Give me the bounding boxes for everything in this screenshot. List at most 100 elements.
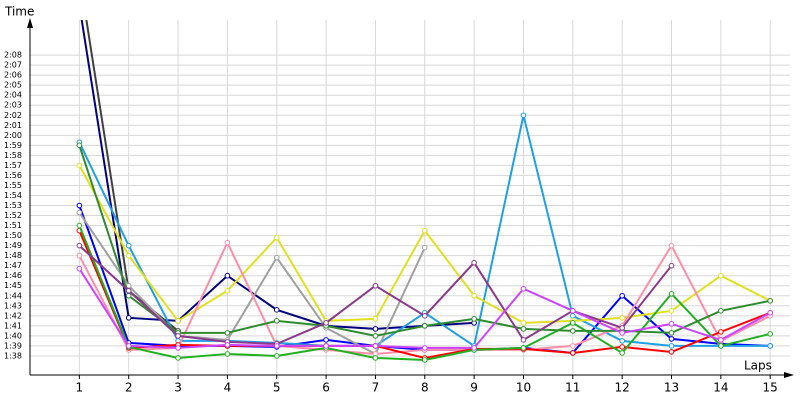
point (76, 252, 83, 259)
y-tick-label: 1:46 (4, 271, 22, 280)
point (520, 326, 527, 332)
point (718, 343, 724, 349)
point (77, 3, 82, 8)
x-tick-label: 13 (664, 381, 679, 395)
point (76, 209, 83, 216)
x-tick-label: 4 (224, 381, 232, 395)
point (273, 307, 280, 313)
point (372, 333, 379, 339)
point (619, 350, 625, 356)
y-tick-label: 2:02 (4, 111, 22, 120)
point (273, 343, 280, 349)
y-tick-label: 1:56 (4, 171, 22, 180)
point (520, 345, 527, 351)
y-tick-label: 1:39 (4, 341, 22, 350)
point (718, 337, 724, 343)
y-tick-label: 1:52 (4, 211, 22, 220)
point (125, 287, 132, 294)
point (668, 336, 675, 342)
point (224, 330, 231, 336)
y-tick-label: 1:44 (4, 291, 22, 300)
point (372, 326, 379, 332)
x-tick-label: 10 (516, 381, 531, 395)
y-tick-label: 1:58 (4, 151, 22, 160)
point (520, 112, 527, 119)
x-tick-label: 14 (713, 381, 728, 395)
y-tick-label: 2:07 (4, 61, 22, 70)
point (421, 345, 428, 351)
x-tick-label: 3 (174, 381, 182, 395)
y-tick-label: 1:51 (4, 221, 22, 230)
point (570, 313, 576, 319)
y-tick-label: 2:00 (4, 131, 22, 140)
point (471, 259, 477, 266)
point (372, 343, 379, 349)
series-line (78, 211, 426, 356)
x-tick-label: 11 (565, 381, 580, 395)
point (619, 292, 625, 299)
point (76, 265, 83, 272)
y-tick-label: 2:04 (4, 91, 22, 100)
y-tick-label: 1:41 (4, 321, 22, 330)
y-tick-label: 1:55 (4, 181, 22, 190)
y-tick-label: 2:05 (4, 81, 22, 90)
y-tick-label: 1:49 (4, 241, 22, 250)
point (421, 313, 428, 319)
point (175, 345, 181, 351)
point (421, 227, 428, 234)
y-tick-label: 1:50 (4, 231, 22, 240)
point (76, 162, 83, 169)
point (224, 239, 231, 246)
point (570, 308, 576, 314)
point (619, 344, 625, 350)
x-axis-label: Laps (744, 359, 772, 373)
point (767, 310, 773, 316)
point (520, 320, 527, 326)
point (125, 292, 132, 299)
point (323, 343, 329, 349)
y-tick-label: 1:47 (4, 261, 22, 270)
y-tick-label: 2:06 (4, 71, 22, 80)
point (224, 287, 231, 294)
y-tick-label: 1:42 (4, 311, 22, 320)
y-tick-label: 1:48 (4, 251, 22, 260)
x-tick-label: 6 (322, 381, 330, 395)
point (570, 328, 576, 334)
point (718, 272, 724, 279)
y-tick-label: 1:38 (4, 351, 22, 360)
x-tick-label: 2 (125, 381, 133, 395)
point (767, 297, 773, 304)
point (76, 142, 83, 149)
x-tick-label: 5 (273, 381, 281, 395)
point (421, 244, 428, 251)
point (323, 337, 329, 343)
y-tick-label: 1:54 (4, 191, 22, 200)
point (570, 343, 576, 349)
y-tick-label: 1:45 (4, 281, 22, 290)
y-tick-label: 1:40 (4, 331, 22, 340)
point (619, 338, 625, 344)
point (224, 272, 231, 279)
point (323, 320, 329, 326)
x-tick-label: 1 (76, 381, 84, 395)
y-tick-label: 1:57 (4, 161, 22, 170)
x-tick-label: 8 (421, 381, 429, 395)
point (668, 343, 675, 349)
point (421, 357, 428, 363)
point (570, 320, 576, 326)
point (175, 318, 181, 324)
point (273, 353, 280, 359)
point (372, 355, 379, 361)
point (668, 349, 675, 355)
point (668, 290, 675, 297)
point (76, 242, 83, 249)
point (273, 234, 280, 241)
point (175, 333, 181, 339)
point (767, 331, 773, 337)
y-tick-label: 2:03 (4, 101, 22, 110)
x-tick-label: 15 (763, 381, 778, 395)
point (668, 242, 675, 249)
point (767, 343, 773, 349)
point (76, 222, 83, 229)
point (619, 325, 625, 331)
